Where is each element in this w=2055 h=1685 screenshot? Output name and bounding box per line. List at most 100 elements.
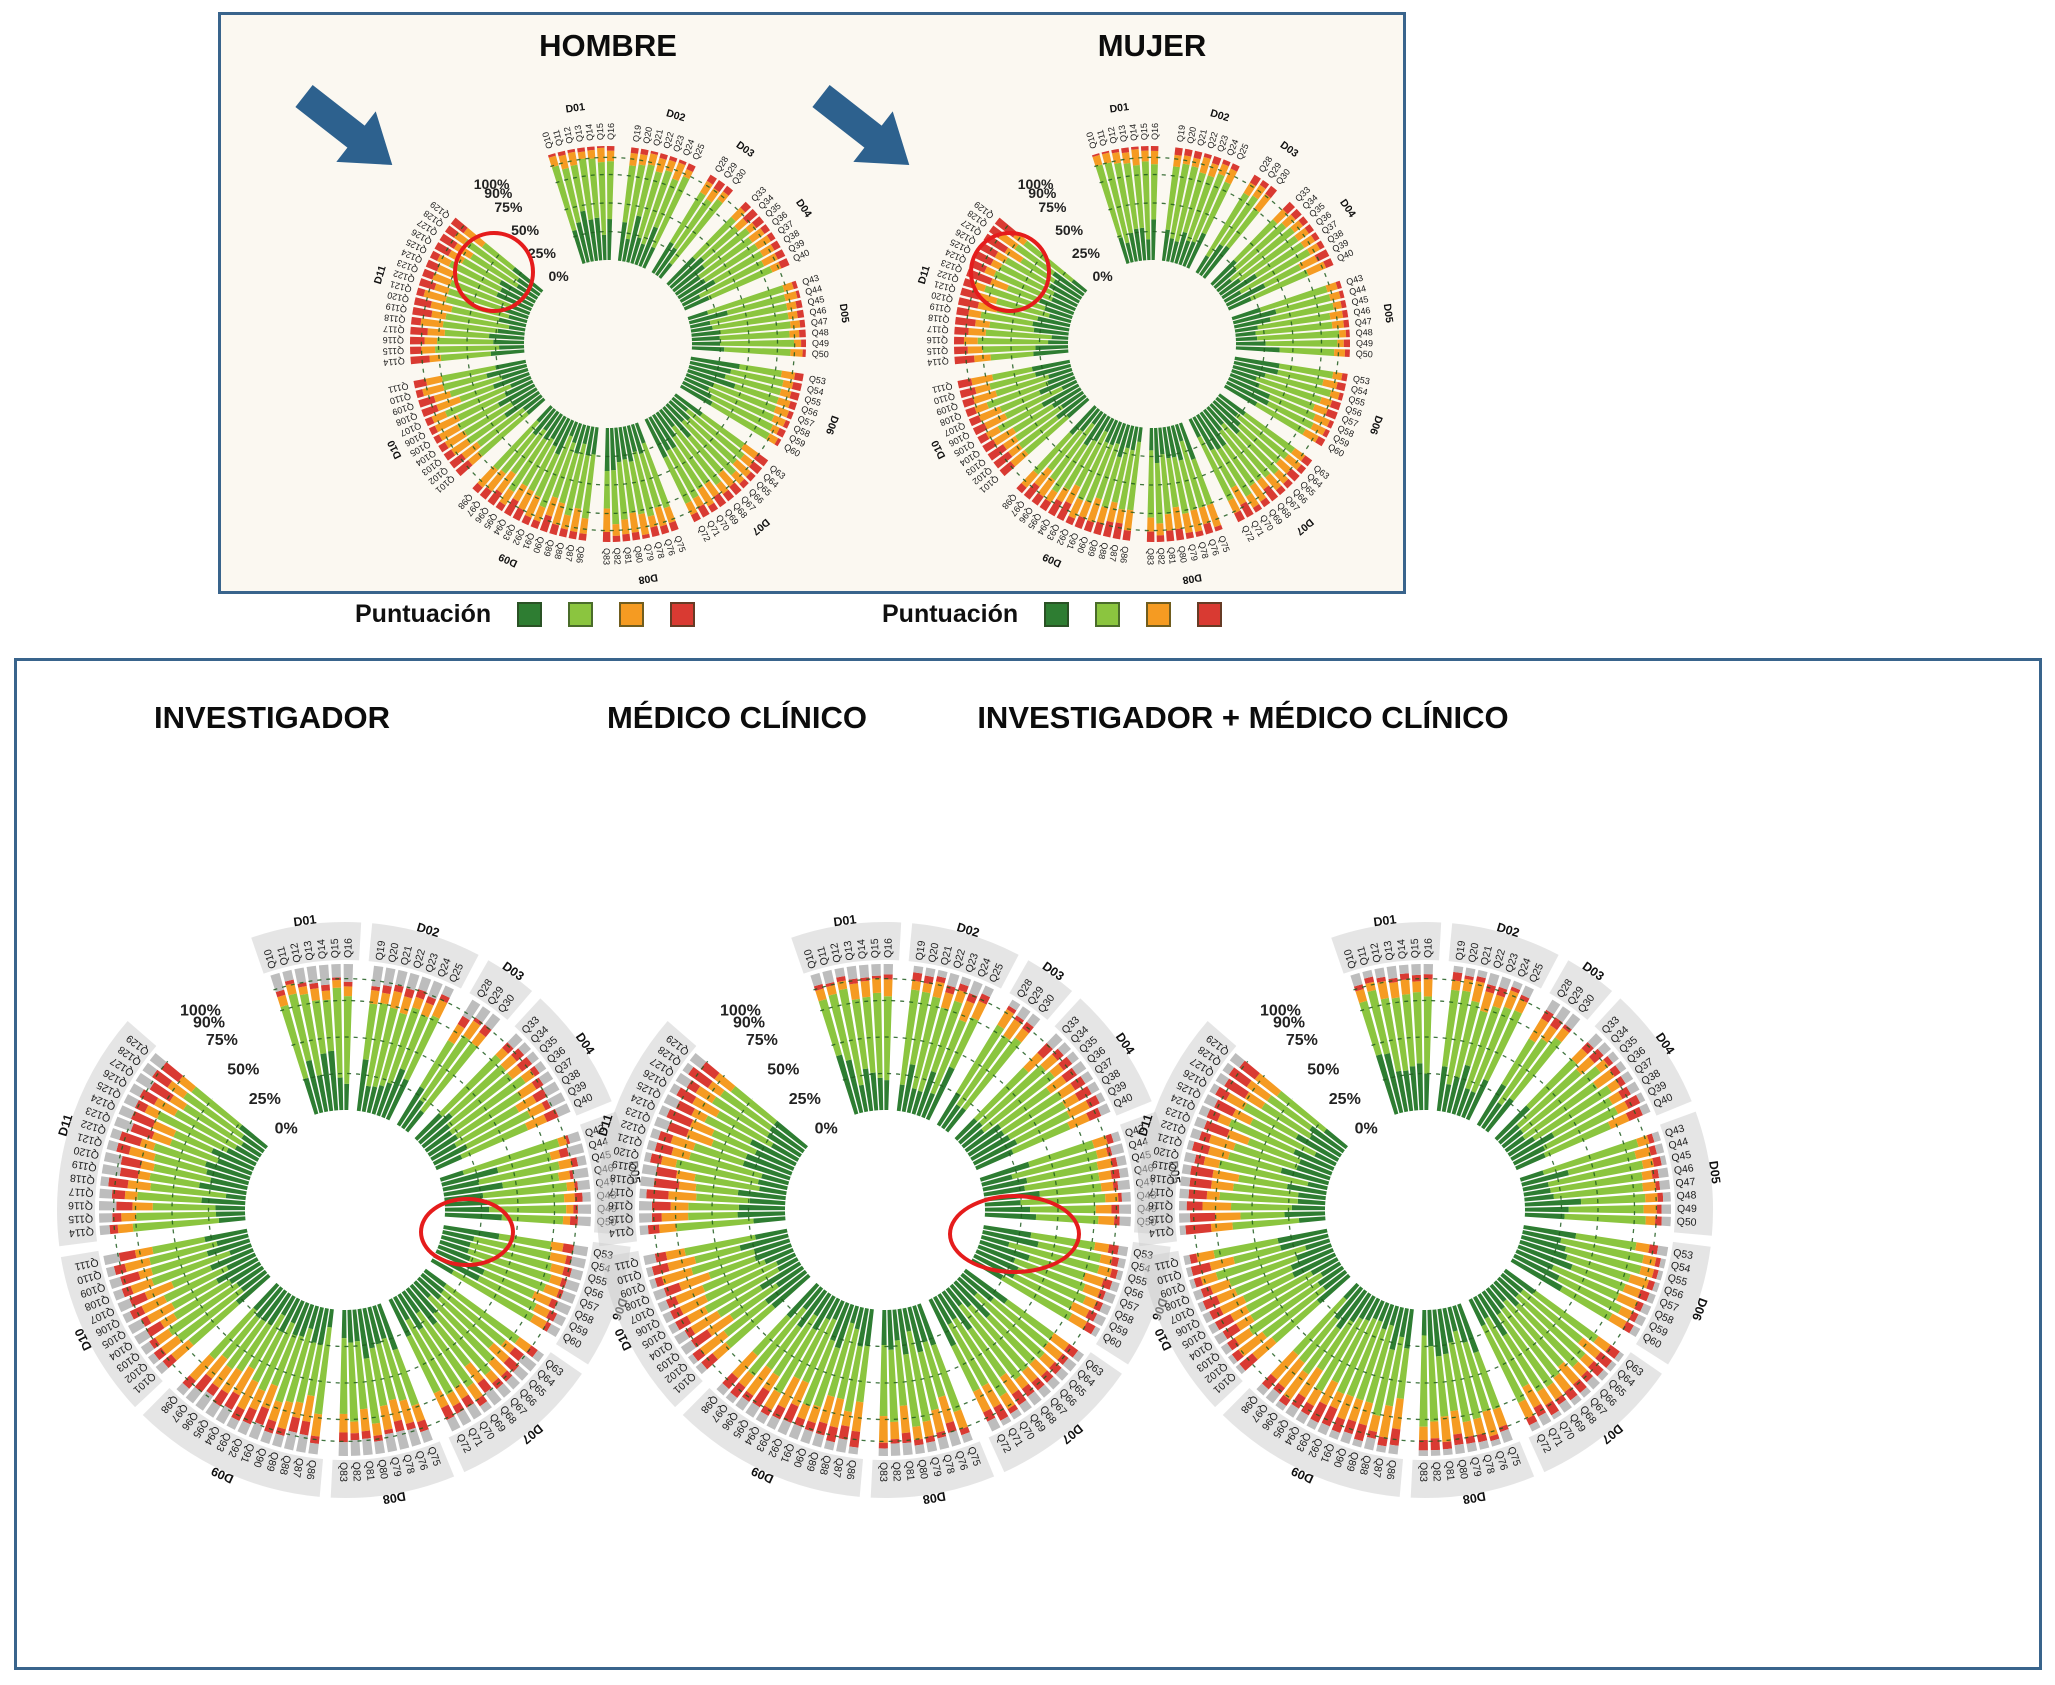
bar-segment (384, 1428, 394, 1435)
bar-segment (137, 1191, 202, 1203)
bar-segment (941, 1104, 961, 1130)
bar-segment (106, 1139, 119, 1152)
bar-segment (512, 507, 525, 522)
bar-segment (1283, 1369, 1309, 1400)
bar-segment (482, 1182, 568, 1199)
question-label-Q11: Q11 (815, 945, 831, 967)
bar-segment (423, 289, 448, 303)
bar-segment (922, 1341, 946, 1398)
bar-segment (1079, 500, 1092, 519)
bar-segment (1586, 1376, 1600, 1390)
bar-segment (1186, 232, 1207, 269)
bar-segment (1512, 1145, 1546, 1166)
bar-segment (668, 520, 679, 532)
bar-segment (1276, 458, 1292, 474)
bar-segment (1483, 1010, 1523, 1082)
bar-segment (724, 374, 782, 396)
bar-segment (989, 372, 1037, 390)
bar-segment (1337, 1394, 1354, 1420)
bar-segment (210, 1177, 248, 1191)
bar-segment (367, 1306, 382, 1345)
bar-segment (662, 1311, 675, 1324)
bar-segment (1019, 1399, 1032, 1413)
bar-segment (568, 530, 578, 540)
bar-segment (140, 1341, 155, 1355)
bar-segment (1473, 1417, 1486, 1435)
bar-segment (1580, 1193, 1646, 1205)
bar-segment (924, 967, 936, 978)
question-label-Q87: Q87 (1107, 544, 1120, 563)
bar-segment (1389, 1305, 1400, 1326)
bar-segment (850, 1305, 860, 1324)
bar-segment (1280, 1167, 1330, 1186)
bar-segment (144, 1281, 175, 1300)
bar-segment (1015, 405, 1064, 442)
bar-segment (1453, 965, 1464, 974)
bar-segment (1039, 298, 1075, 316)
bar-segment (521, 514, 532, 526)
bar-segment (570, 164, 586, 212)
bar-segment (1316, 240, 1325, 250)
bar-segment (616, 461, 628, 520)
bar-segment (1057, 1353, 1069, 1365)
bar-segment (430, 1258, 454, 1275)
bar-segment (822, 969, 835, 985)
bar-segment (489, 1205, 567, 1214)
bar-segment (418, 976, 432, 992)
bar-segment (1195, 530, 1204, 537)
bar-segment (147, 1352, 160, 1365)
bar-segment (788, 1423, 803, 1440)
bar-segment (641, 533, 651, 539)
bar-segment (1343, 1282, 1360, 1300)
bar-segment (201, 1197, 246, 1206)
bar-segment (967, 346, 983, 354)
bar-segment (1077, 441, 1109, 501)
bar-segment (1147, 517, 1155, 532)
bar-segment (1441, 1083, 1452, 1113)
bar-segment (1364, 976, 1375, 984)
bar-segment (1568, 1205, 1644, 1214)
bar-segment (449, 1064, 507, 1117)
bar-segment (1230, 1305, 1250, 1322)
bar-segment (1338, 290, 1345, 299)
bar-segment (1039, 1352, 1055, 1369)
bar-segment (152, 1202, 216, 1211)
bar-segment (433, 1389, 449, 1409)
bar-segment (299, 1420, 311, 1436)
bar-segment (1172, 506, 1183, 530)
label-band-D11 (1136, 1021, 1237, 1247)
bar-segment (959, 387, 977, 399)
bar-segment (1043, 1342, 1063, 1361)
bar-segment (477, 1275, 537, 1311)
bar-segment (1235, 341, 1266, 346)
bar-segment (1298, 1216, 1326, 1223)
bar-segment (563, 1193, 575, 1203)
bar-segment (337, 1077, 344, 1111)
bar-segment (388, 1298, 412, 1338)
bar-segment (1471, 980, 1485, 1003)
question-label-Q115: Q115 (68, 1212, 93, 1225)
bar-segment (707, 502, 719, 513)
bar-segment (526, 1051, 539, 1064)
bar-segment (650, 525, 660, 537)
question-label-Q76: Q76 (413, 1449, 430, 1472)
bar-segment (232, 1366, 255, 1396)
bar-segment (572, 422, 583, 444)
bar-segment (1199, 411, 1227, 447)
bar-segment (577, 1204, 592, 1214)
bar-segment (1062, 1093, 1080, 1109)
bar-segment (298, 986, 309, 996)
bar-segment (669, 1083, 681, 1096)
bar-segment (1519, 994, 1530, 1003)
question-label-Q13: Q13 (573, 124, 585, 142)
bar-segment (277, 1400, 294, 1430)
bar-segment (577, 1179, 591, 1191)
question-label-Q13: Q13 (842, 940, 857, 961)
bar-segment (687, 417, 738, 465)
bar-segment (1646, 1292, 1656, 1304)
bar-segment (472, 482, 483, 494)
bar-segment (440, 1289, 506, 1346)
bar-segment (1614, 1351, 1625, 1363)
bar-segment (316, 1074, 329, 1113)
